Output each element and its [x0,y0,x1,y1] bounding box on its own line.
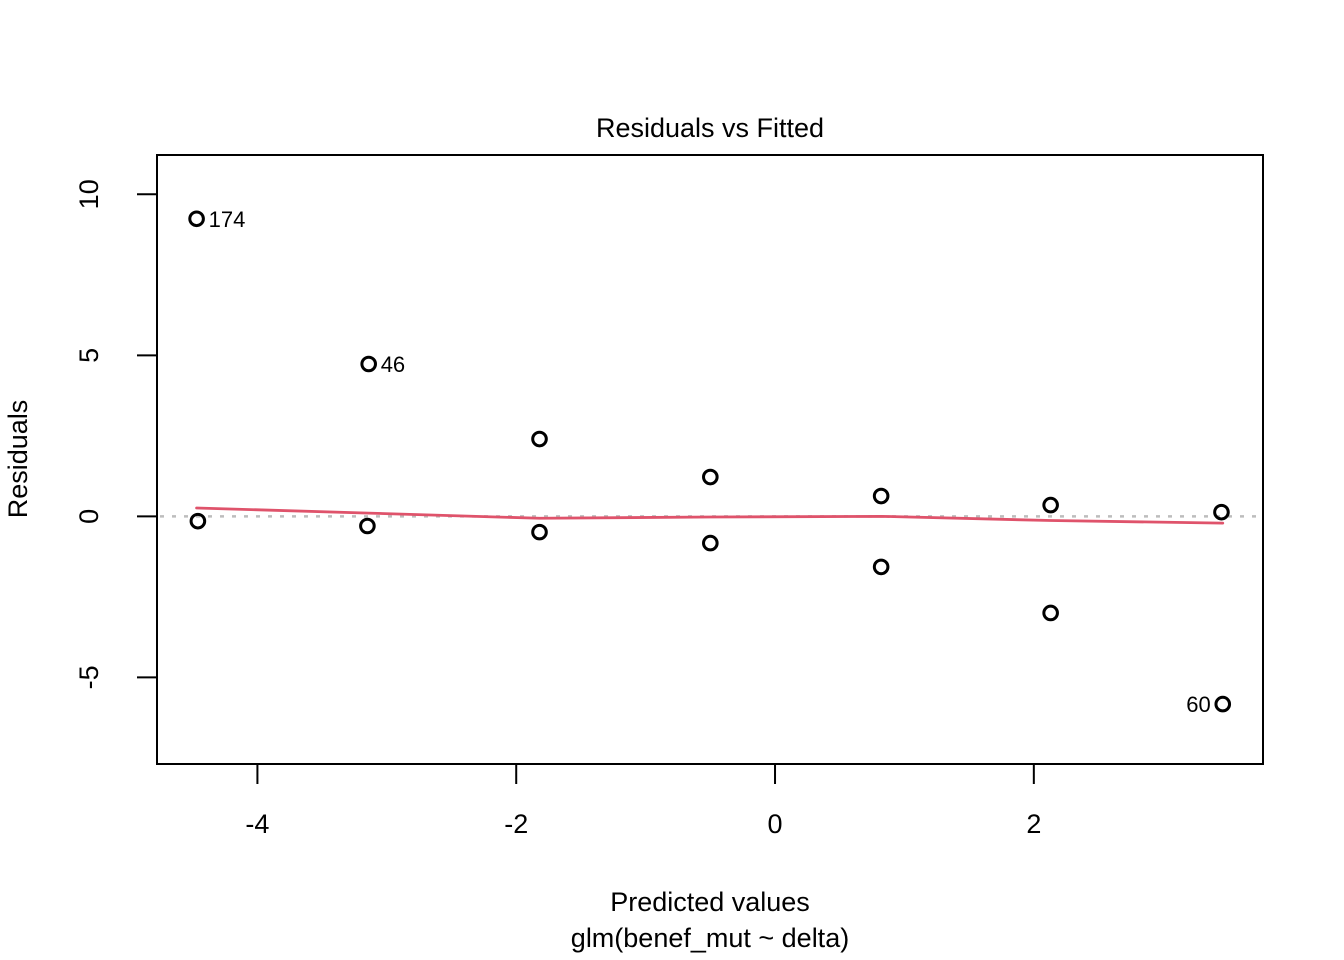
point-labels: 174 46 60 [209,207,1211,717]
data-point [702,468,719,486]
data-point [359,517,376,535]
smoother-path [195,506,1225,525]
data-point [189,512,207,530]
data-point [872,558,890,576]
data-point [1042,496,1059,514]
y-axis-label: Residuals [3,400,33,519]
point-label: 46 [381,352,405,377]
plot-border [156,154,1264,765]
x-tick-label: 2 [1026,809,1041,839]
data-point [872,487,890,505]
y-axis-ticks: -5 0 5 10 [74,179,157,689]
data-point [531,430,548,448]
y-tick-label: -5 [74,665,104,689]
data-point [188,210,205,228]
data-points [188,210,1232,713]
point-label: 60 [1186,692,1210,717]
y-tick-label: 0 [74,509,104,524]
smoother-line [195,506,1225,525]
y-tick-label: 5 [74,348,104,363]
x-tick-label: -2 [504,809,528,839]
x-axis-ticks: -4 -2 0 2 [245,764,1041,839]
chart-title: Residuals vs Fitted [596,113,824,143]
data-point [702,534,719,552]
data-point [1042,604,1059,622]
x-tick-label: -4 [245,809,269,839]
data-point [1213,503,1230,521]
y-tick-label: 10 [74,179,104,209]
data-point [531,523,548,541]
data-point [1214,695,1232,713]
x-axis-sublabel: glm(benef_mut ~ delta) [571,923,849,953]
data-point [360,355,378,373]
point-label: 174 [209,207,246,232]
x-tick-label: 0 [768,809,783,839]
x-axis-label: Predicted values [610,887,810,917]
